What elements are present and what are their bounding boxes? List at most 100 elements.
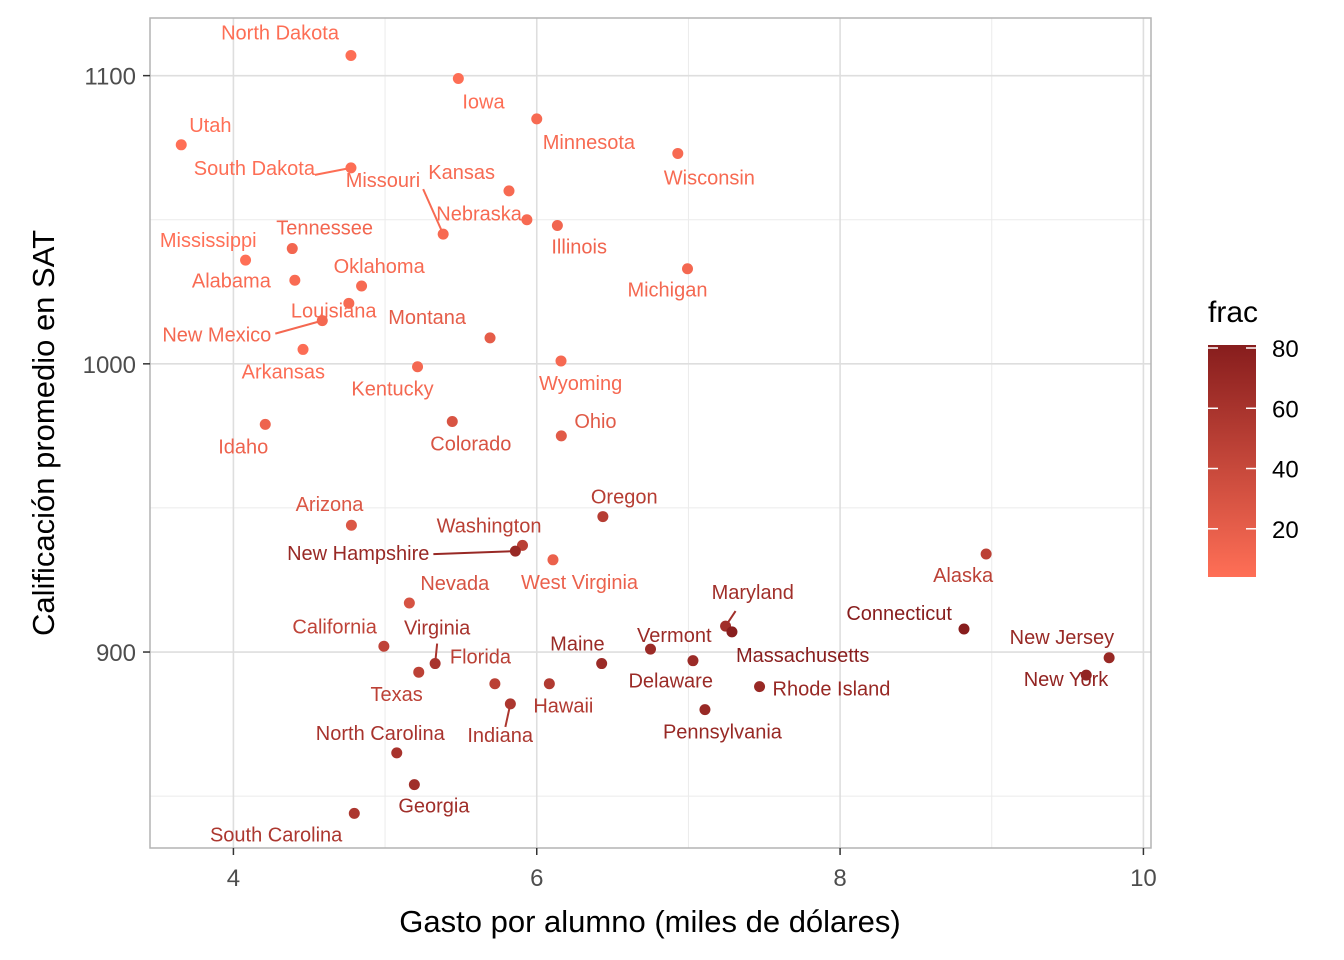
point-massachusetts — [726, 626, 738, 638]
label-massachusetts: Massachusetts — [736, 645, 869, 667]
point-hawaii — [543, 678, 555, 690]
label-kentucky: Kentucky — [351, 379, 433, 401]
data-points — [175, 49, 1115, 819]
point-vermont — [645, 643, 656, 655]
label-wisconsin: Wisconsin — [664, 167, 755, 189]
legend-color-bar — [1208, 345, 1256, 577]
point-north-dakota — [345, 49, 357, 61]
label-virginia: Virginia — [404, 618, 471, 640]
leader-line-new-hampshire — [433, 550, 516, 556]
label-oklahoma: Oklahoma — [334, 256, 426, 278]
label-hawaii: Hawaii — [533, 696, 593, 718]
point-oregon — [597, 511, 609, 523]
point-ohio — [555, 430, 567, 442]
point-missouri — [437, 228, 449, 240]
point-illinois — [551, 220, 563, 231]
label-colorado: Colorado — [430, 433, 511, 455]
point-iowa — [452, 73, 464, 85]
plot-panel-border — [149, 17, 1152, 849]
label-nebraska: Nebraska — [436, 204, 522, 226]
label-west-virginia: West Virginia — [521, 572, 639, 594]
label-mississippi: Mississippi — [160, 230, 257, 252]
point-virginia — [429, 658, 441, 670]
point-colorado — [446, 415, 458, 427]
point-arkansas — [297, 343, 309, 355]
point-tennessee — [286, 243, 298, 255]
label-new-york: New York — [1024, 669, 1109, 691]
point-new-jersey — [1103, 652, 1115, 664]
label-california: California — [292, 616, 377, 638]
label-illinois: Illinois — [551, 237, 607, 259]
label-wyoming: Wyoming — [539, 373, 622, 395]
point-alabama — [289, 274, 301, 286]
point-labels: North Dakota Iowa Minnesota Utah South Dakot… — [160, 22, 1114, 846]
label-vermont: Vermont — [637, 625, 712, 647]
label-iowa: Iowa — [462, 92, 505, 114]
point-new-hampshire — [509, 545, 521, 557]
point-michigan — [682, 263, 694, 275]
legend-title: frac — [1208, 296, 1258, 329]
label-nevada: Nevada — [420, 573, 490, 595]
label-oregon: Oregon — [591, 487, 658, 509]
label-texas: Texas — [371, 684, 423, 706]
point-nevada — [403, 597, 415, 609]
label-new-mexico: New Mexico — [162, 325, 271, 347]
y-axis-title: Calificación promedio en SAT — [26, 230, 61, 636]
label-arkansas: Arkansas — [242, 361, 325, 383]
point-connecticut — [958, 623, 970, 635]
point-minnesota — [531, 113, 543, 125]
point-idaho — [259, 418, 271, 430]
label-new-jersey: New Jersey — [1010, 627, 1114, 649]
point-new-york — [1080, 669, 1092, 681]
point-texas — [413, 666, 425, 678]
label-south-carolina: South Carolina — [210, 824, 343, 846]
label-south-dakota: South Dakota — [194, 158, 316, 180]
minor-gridlines — [150, 18, 1151, 848]
point-louisiana — [343, 297, 355, 309]
y-tick-label: 1000 — [83, 352, 136, 379]
leader-line-new-mexico — [275, 319, 323, 335]
label-alabama: Alabama — [192, 270, 272, 292]
label-ohio: Ohio — [574, 411, 616, 433]
point-montana — [484, 332, 496, 344]
label-arizona: Arizona — [296, 494, 365, 516]
point-georgia — [408, 779, 420, 791]
label-tennessee: Tennessee — [276, 218, 373, 240]
label-alaska: Alaska — [933, 565, 994, 587]
y-tick-label: 1100 — [84, 64, 136, 91]
legend-tick-label: 60 — [1272, 396, 1299, 423]
major-gridlines — [150, 18, 1151, 848]
label-indiana: Indiana — [467, 725, 533, 747]
label-rhode-island: Rhode Island — [773, 679, 891, 701]
point-rhode-island — [754, 681, 766, 693]
point-pennsylvania — [699, 704, 711, 716]
point-kentucky — [412, 361, 424, 373]
label-georgia: Georgia — [398, 796, 470, 818]
x-axis-ticks: 4 6 8 10 — [227, 848, 1157, 892]
x-tick-label: 4 — [227, 865, 240, 892]
point-wyoming — [555, 355, 567, 367]
point-california — [378, 640, 390, 652]
legend-tick-label: 40 — [1272, 457, 1299, 484]
label-louisiana: Louisiana — [291, 300, 378, 322]
x-tick-label: 6 — [530, 865, 543, 892]
point-oklahoma — [356, 280, 368, 292]
label-michigan: Michigan — [627, 280, 707, 302]
point-south-carolina — [348, 807, 360, 819]
point-delaware — [687, 655, 699, 667]
legend-tick-label: 80 — [1272, 336, 1299, 363]
point-new-mexico — [316, 315, 328, 327]
label-kansas: Kansas — [428, 162, 495, 184]
label-idaho: Idaho — [218, 436, 268, 458]
point-maine — [596, 658, 608, 670]
point-north-carolina — [391, 747, 403, 759]
point-alaska — [980, 548, 992, 560]
point-wisconsin — [672, 147, 684, 159]
point-west-virginia — [547, 554, 559, 566]
x-axis-title: Gasto por alumno (miles de dólares) — [399, 904, 900, 939]
legend-tick-label: 20 — [1272, 517, 1299, 544]
point-nebraska — [521, 214, 533, 226]
point-arizona — [345, 519, 357, 531]
leader-line-missouri — [422, 188, 445, 235]
